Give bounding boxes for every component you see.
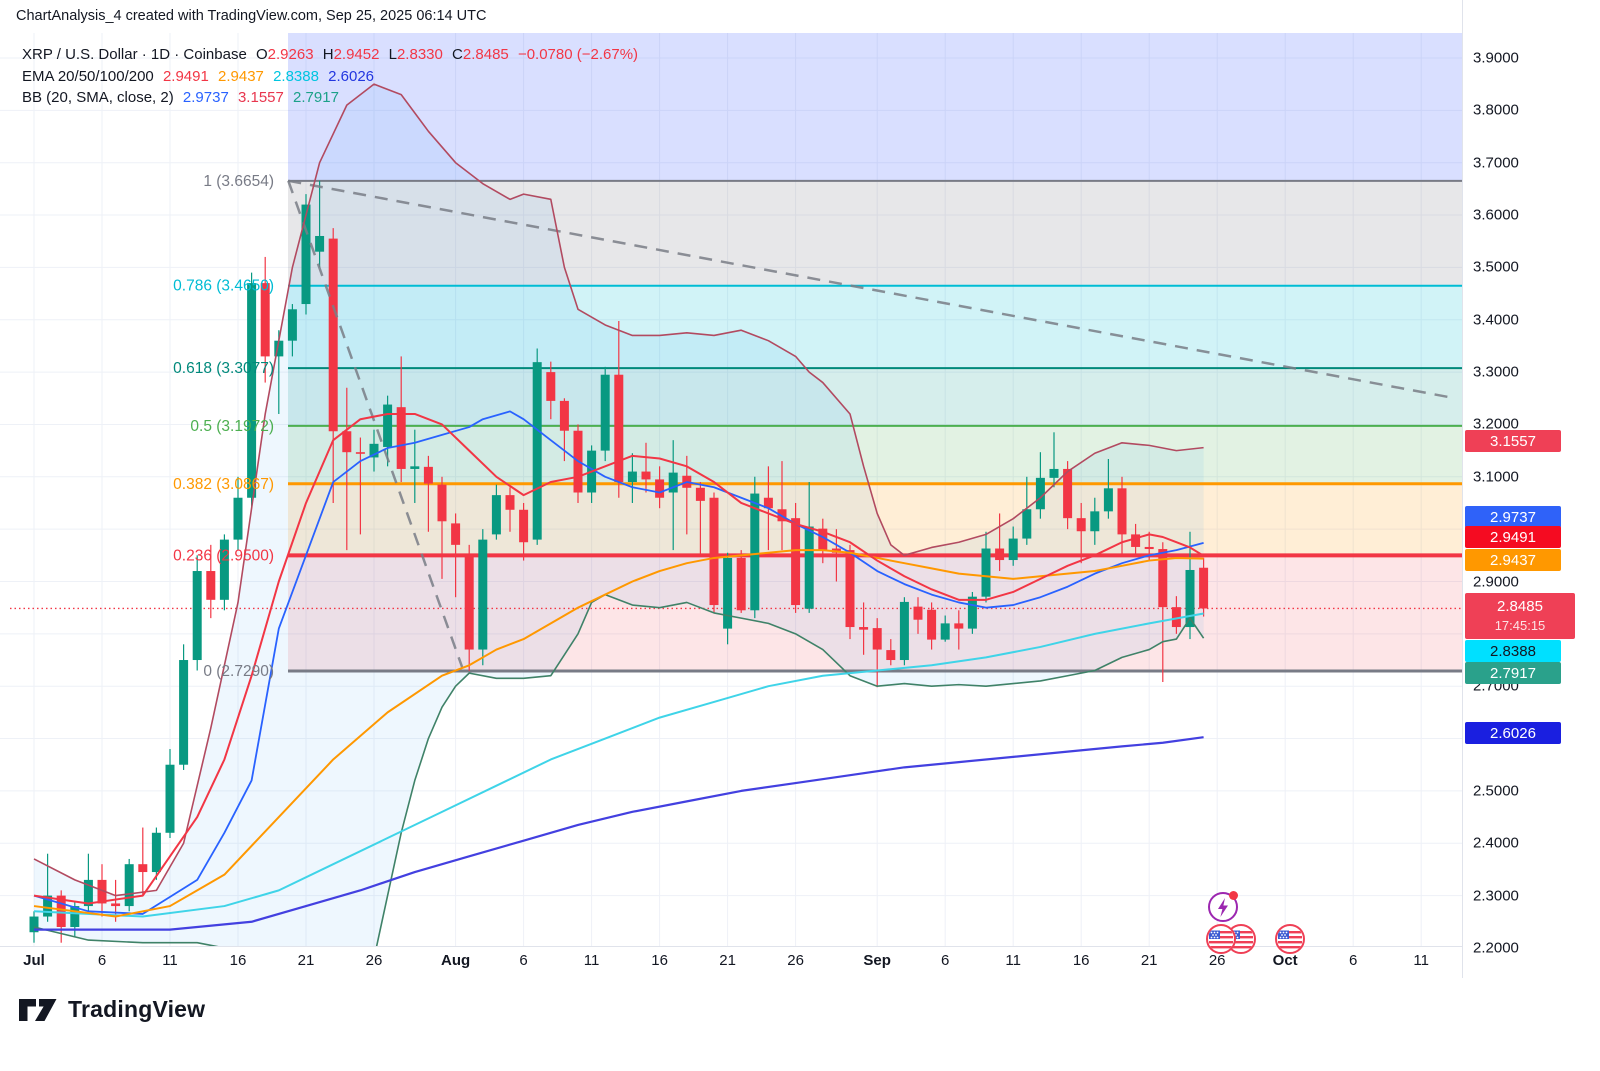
fib-label: 0.618 (3.3077) — [173, 360, 274, 377]
chart-legend: XRP / U.S. Dollar · 1D · Coinbase O2.926… — [22, 44, 643, 109]
bb-lower-value: 2.7917 — [293, 89, 339, 106]
price-tick: 2.9000 — [1473, 573, 1519, 590]
legend-bb-row[interactable]: BB (20, SMA, close, 2) 2.9737 3.1557 2.7… — [22, 87, 643, 109]
open-value: 2.9263 — [267, 46, 314, 63]
series-bb-basis — [33, 410, 1204, 915]
fib-label: 0.236 (2.9500) — [173, 547, 274, 564]
time-tick-11: 11 — [162, 952, 178, 969]
time-tick-6: 6 — [97, 952, 107, 969]
bollinger-fill — [34, 84, 1204, 946]
fib-label: 0.5 (3.1972) — [190, 418, 274, 435]
candles — [29, 180, 1209, 943]
price-tick: 3.8000 — [1473, 101, 1519, 119]
ema100-value: 2.8388 — [273, 67, 319, 85]
time-tick-26: 26 — [1208, 952, 1226, 969]
bb-basis-value: 2.9737 — [182, 89, 229, 106]
price-label-2.7917: 2.7917 — [1465, 662, 1561, 684]
ema50-value: 2.9437 — [218, 67, 264, 85]
high-value: 2.9452 — [333, 46, 380, 63]
price-label-2.9737: 2.9737 — [1465, 506, 1561, 528]
price-tick: 3.9000 — [1473, 49, 1519, 67]
time-tick-Aug: Aug — [441, 952, 471, 969]
time-tick-11: 11 — [1413, 952, 1429, 969]
lightning-bolt-icon — [1218, 898, 1228, 917]
tradingview-wordmark: TradingView — [68, 996, 206, 1022]
close-label: C — [452, 46, 463, 63]
time-tick-26: 26 — [787, 952, 804, 969]
price-tick: 3.7000 — [1473, 154, 1519, 172]
price-tick: 3.2000 — [1473, 415, 1519, 433]
price-tick: 2.2000 — [1473, 939, 1519, 957]
event-lightning-icon[interactable] — [1208, 891, 1238, 922]
price-tick: 3.4000 — [1473, 311, 1519, 329]
price-tick: 2.5000 — [1473, 782, 1519, 800]
us-flag-event-icon[interactable] — [1206, 924, 1236, 954]
time-tick-21: 21 — [1140, 952, 1158, 969]
time-tick-26: 26 — [365, 952, 383, 969]
time-tick-11: 11 — [583, 952, 600, 969]
change-value: −0.0780 (−2.67%) — [517, 46, 639, 63]
time-tick-16: 16 — [651, 952, 668, 969]
high-label: H — [322, 46, 334, 63]
price-tick: 2.4000 — [1473, 834, 1519, 852]
series-ema-200 — [34, 736, 1204, 931]
time-axis[interactable]: Jul 6 11 16 21 26 Aug 6 11 16 21 26 Sep 6 11 16 21 26 Oct 6… — [0, 946, 1462, 979]
legend-ema-row[interactable]: EMA 20/50/100/200 2.9491 2.9437 2.8388 2… — [22, 66, 643, 88]
ema200-value: 2.6026 — [328, 67, 375, 85]
time-tick-11: 11 — [1005, 952, 1021, 969]
time-tick-21: 21 — [719, 952, 736, 969]
page-title: ChartAnalysis_4 created with TradingView… — [16, 8, 487, 24]
time-tick-Jul: Jul — [23, 952, 45, 969]
fib-label: 0.382 (3.0867) — [173, 476, 274, 493]
plot-area — [0, 33, 1462, 946]
price-label-2.8388: 2.8388 — [1465, 640, 1561, 662]
series-ema-100 — [33, 612, 1204, 918]
low-label: L — [388, 46, 397, 63]
legend-symbol-row[interactable]: XRP / U.S. Dollar · 1D · Coinbase O2.926… — [22, 44, 643, 66]
series-ema-20 — [33, 412, 1205, 905]
fib-label: 1 (3.6654) — [203, 173, 274, 190]
price-label-2.6026: 2.6026 — [1465, 722, 1561, 744]
footer: TradingView — [0, 978, 1600, 1071]
time-tick-6: 6 — [941, 952, 950, 969]
ema-label: EMA 20/50/100/200 — [22, 67, 154, 85]
open-label: O — [255, 46, 268, 63]
price-label-2.8485: 2.8485 17:45:15 — [1465, 593, 1575, 639]
low-value: 2.8330 — [396, 46, 443, 63]
price-label-2.9491: 2.9491 — [1465, 526, 1561, 548]
time-tick-16: 16 — [1072, 952, 1090, 969]
time-tick-Oct: Oct — [1272, 952, 1298, 969]
tradingview-logo[interactable]: TradingView — [18, 996, 205, 1023]
price-axis[interactable]: 3.9000 3.8000 3.7000 3.6000 3.5000 3.4000 3.30… — [1462, 0, 1600, 978]
ema20-value: 2.9491 — [162, 67, 209, 85]
price-tick: 3.1000 — [1473, 468, 1519, 486]
price-tick: 2.3000 — [1473, 887, 1519, 905]
close-value: 2.8485 — [462, 46, 509, 63]
time-tick-6: 6 — [1349, 952, 1358, 969]
tradingview-mark-icon — [19, 998, 57, 1021]
symbol-title: XRP / U.S. Dollar · 1D · Coinbase — [22, 46, 247, 63]
price-label-3.1557: 3.1557 — [1465, 430, 1561, 452]
bb-label: BB (20, SMA, close, 2) — [22, 89, 174, 106]
price-tick: 3.5000 — [1473, 258, 1519, 276]
price-label-2.9437: 2.9437 — [1465, 549, 1561, 571]
price-tick: 3.6000 — [1473, 206, 1519, 224]
fib-label: 0.786 (3.4650) — [173, 278, 274, 295]
time-tick-6: 6 — [519, 952, 528, 969]
series-bb-upper — [33, 83, 1204, 897]
fib-labels: 1 (3.6654) 0.786 (3.4650) 0.618 (3.3077) 0.… — [173, 173, 274, 680]
candlestick-chart-canvas[interactable]: 1 (3.6654) 0.786 (3.4650) 0.618 (3.3077) 0.… — [0, 0, 1462, 978]
us-flag-event-icon[interactable] — [1275, 924, 1305, 954]
time-tick-Sep: Sep — [863, 952, 891, 969]
time-tick-16: 16 — [229, 952, 247, 969]
price-tick: 3.3000 — [1473, 363, 1519, 381]
bb-upper-value: 3.1557 — [237, 89, 284, 106]
notification-dot — [1229, 891, 1238, 900]
time-tick-21: 21 — [297, 952, 315, 969]
fib-label: 0 (2.7290) — [203, 663, 274, 680]
